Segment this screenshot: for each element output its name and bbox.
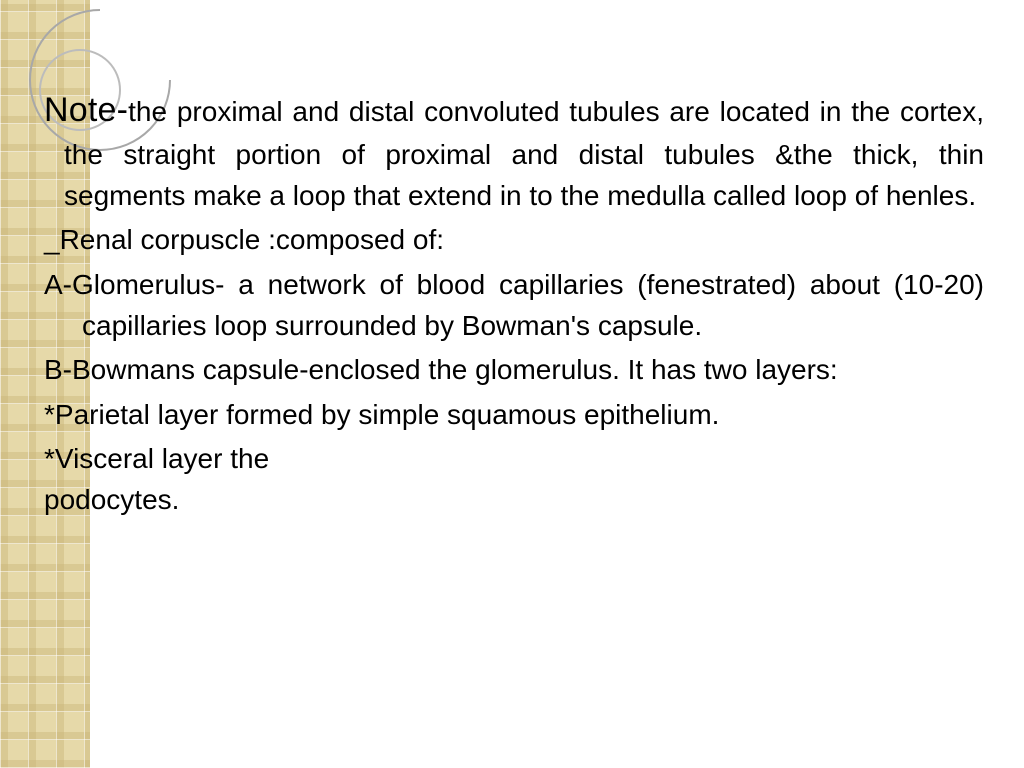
renal-corpuscle-line: _Renal corpuscle :composed of: [44, 220, 984, 261]
note-paragraph: Note-the proximal and distal convoluted … [64, 86, 984, 216]
note-lead: Note- [44, 91, 128, 129]
visceral-layer-line-2: podocytes. [44, 480, 984, 521]
item-a-glomerulus: A-Glomerulus- a network of blood capilla… [82, 265, 984, 346]
slide-content: Note-the proximal and distal convoluted … [44, 86, 984, 525]
parietal-layer-line: *Parietal layer formed by simple squamou… [44, 395, 984, 436]
item-b-bowmans: B-Bowmans capsule-enclosed the glomerulu… [82, 350, 984, 391]
visceral-layer-line-1: *Visceral layer the [44, 439, 984, 480]
note-body: the proximal and distal convoluted tubul… [64, 96, 984, 211]
